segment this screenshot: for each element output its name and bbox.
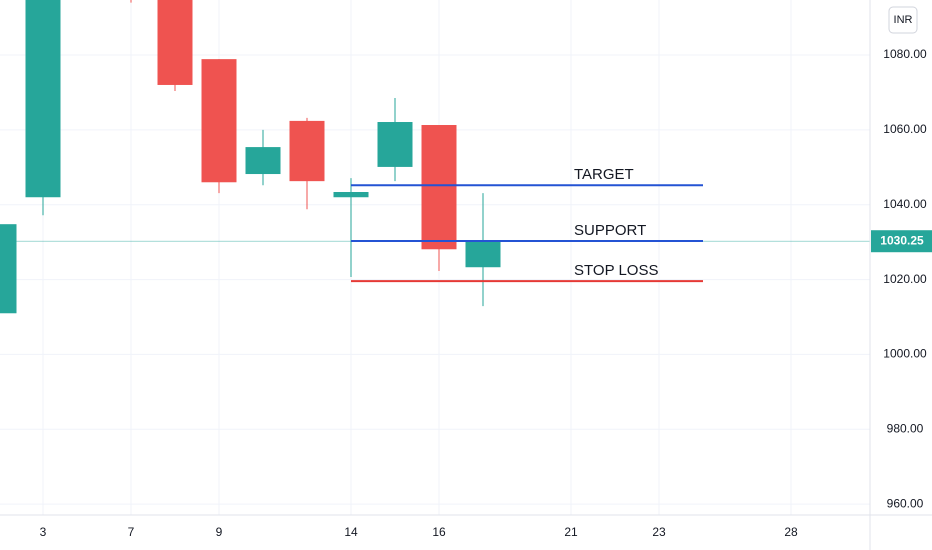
axes: 960.00 980.00 1000.00 1020.00 1040.00 1060.00…: [40, 47, 932, 539]
x-tick-label: 23: [652, 525, 666, 539]
x-tick-label: 14: [344, 525, 358, 539]
candle-body: [201, 59, 237, 183]
y-tick-label: 1060.00: [883, 122, 927, 136]
candle-body: [245, 147, 281, 175]
x-tick-label: 7: [128, 525, 135, 539]
candle-body: [377, 122, 413, 167]
candle-body: [25, 0, 61, 198]
candle-body: [465, 241, 501, 268]
candle-body: [289, 120, 325, 182]
x-tick-label: 28: [784, 525, 798, 539]
candle-body: [333, 192, 369, 198]
plot-area: TARGET SUPPORT STOP LOSS: [0, 0, 870, 314]
x-tick-label: 9: [216, 525, 223, 539]
y-tick-label: 960.00: [887, 496, 924, 510]
y-tick-label: 1000.00: [883, 347, 927, 361]
level-label: TARGET: [574, 166, 634, 183]
x-tick-label: 21: [564, 525, 578, 539]
candle-body: [0, 224, 17, 314]
level-label: SUPPORT: [574, 222, 646, 239]
candle-body: [157, 0, 193, 85]
last-price-badge: [871, 230, 932, 253]
last-price-label: 1030.25: [880, 233, 924, 247]
currency-label: INR: [894, 14, 913, 26]
x-tick-label: 16: [432, 525, 446, 539]
y-tick-label: 1080.00: [883, 47, 927, 61]
y-tick-label: 980.00: [887, 421, 924, 435]
y-tick-label: 1040.00: [883, 197, 927, 211]
level-label: STOP LOSS: [574, 262, 659, 279]
candle-body: [421, 125, 457, 250]
y-tick-label: 1020.00: [883, 272, 927, 286]
currency-badge: [888, 6, 918, 34]
x-tick-label: 3: [40, 525, 47, 539]
